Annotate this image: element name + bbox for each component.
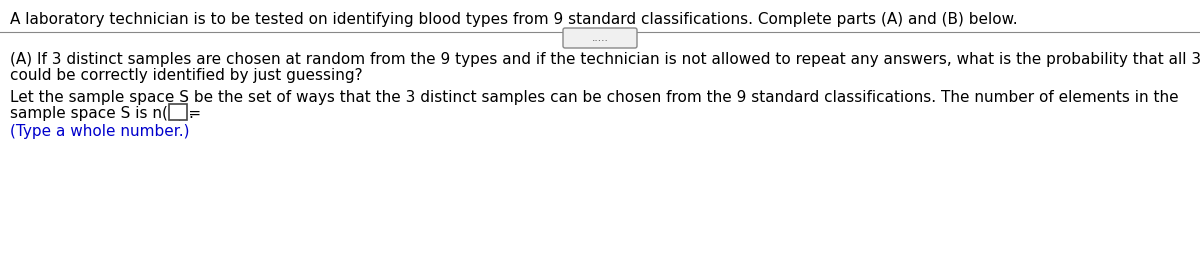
Text: (Type a whole number.): (Type a whole number.): [10, 124, 190, 139]
Text: A laboratory technician is to be tested on identifying blood types from 9 standa: A laboratory technician is to be tested …: [10, 12, 1018, 27]
Text: Let the sample space S be the set of ways that the 3 distinct samples can be cho: Let the sample space S be the set of way…: [10, 90, 1178, 105]
Text: (A) If 3 distinct samples are chosen at random from the 9 types and if the techn: (A) If 3 distinct samples are chosen at …: [10, 52, 1200, 67]
Text: .....: .....: [592, 33, 608, 43]
Text: .: .: [188, 106, 193, 121]
FancyBboxPatch shape: [563, 28, 637, 48]
Text: sample space S is n(S) =: sample space S is n(S) =: [10, 106, 206, 121]
Bar: [169, 104, 187, 120]
Text: could be correctly identified by just guessing?: could be correctly identified by just gu…: [10, 68, 362, 83]
